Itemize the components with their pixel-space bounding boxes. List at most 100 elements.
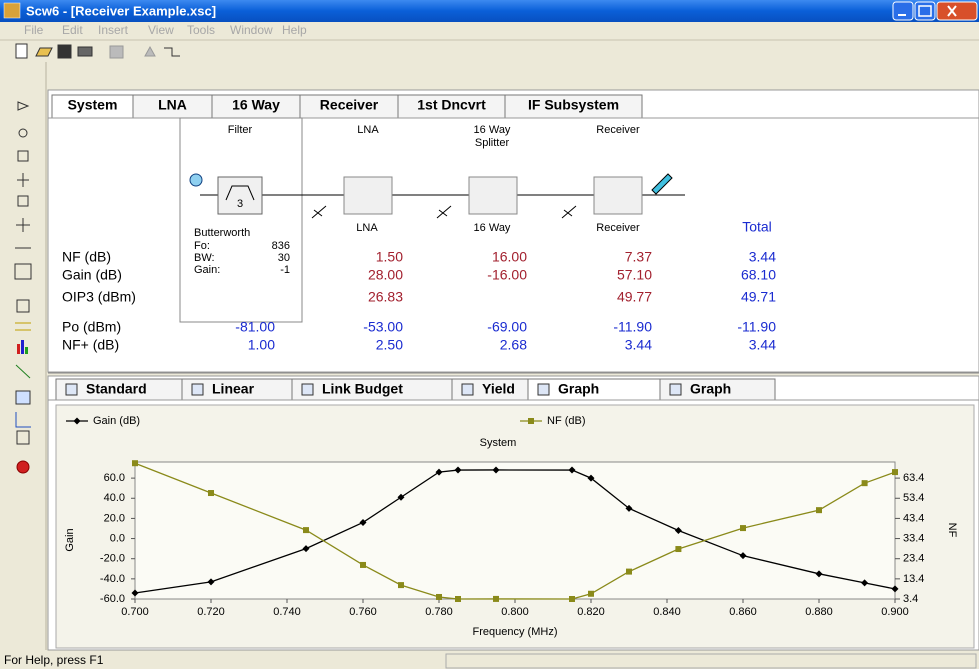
point xyxy=(816,507,822,513)
tab-icon xyxy=(670,384,681,395)
tab-label: System xyxy=(68,97,118,113)
minimize-button[interactable] xyxy=(893,2,913,20)
new-button[interactable] xyxy=(16,44,27,58)
tab-icon xyxy=(302,384,313,395)
cell: 1.00 xyxy=(248,337,275,353)
tab-label: Receiver xyxy=(320,97,379,113)
x-tick-label: 0.900 xyxy=(881,606,909,618)
tool-icon[interactable] xyxy=(16,391,30,404)
save-button[interactable] xyxy=(58,45,71,58)
tab-label: IF Subsystem xyxy=(528,97,619,113)
point xyxy=(208,490,214,496)
x-tick-label: 0.840 xyxy=(653,606,681,618)
row-label: Po (dBm) xyxy=(62,319,121,335)
window-title: Scw6 - [Receiver Example.xsc] xyxy=(26,3,216,18)
cell: -11.90 xyxy=(613,319,652,335)
point xyxy=(303,527,309,533)
menu-item[interactable]: Help xyxy=(282,23,307,37)
cell: 2.68 xyxy=(500,337,527,353)
y2-tick-label: 33.4 xyxy=(903,532,924,544)
app-icon xyxy=(4,3,20,18)
cell: 16.00 xyxy=(492,249,527,265)
source-icon[interactable] xyxy=(190,174,202,186)
tool-icon[interactable] xyxy=(17,344,20,354)
plot-frame xyxy=(135,462,895,599)
row-label: OIP3 (dBm) xyxy=(62,289,136,305)
x-axis-label: Frequency (MHz) xyxy=(473,626,558,638)
block-label: Total xyxy=(742,219,772,235)
print-button[interactable] xyxy=(78,47,92,56)
filter-param-name: Gain: xyxy=(194,264,220,276)
y2-tick-label: 13.4 xyxy=(903,573,924,585)
cell: 26.83 xyxy=(368,289,403,305)
cell: -11.90 xyxy=(737,319,776,335)
block-header: 16 Way xyxy=(474,124,511,136)
menu-item[interactable]: Window xyxy=(230,23,273,37)
menu-item[interactable]: Insert xyxy=(98,23,129,37)
filter-type: Butterworth xyxy=(194,227,250,239)
filter-param-value: -1 xyxy=(280,264,290,276)
block-label: 16 Way xyxy=(474,222,511,234)
row-label: Gain (dB) xyxy=(62,267,122,283)
receiver-block[interactable] xyxy=(594,177,642,214)
filter-param-name: Fo: xyxy=(194,240,210,252)
y-tick-label: 40.0 xyxy=(104,492,125,504)
menu-item[interactable]: Tools xyxy=(187,23,215,37)
tab-label: Link Budget xyxy=(322,381,403,397)
splitter-block[interactable] xyxy=(469,177,517,214)
menu-item[interactable]: File xyxy=(24,23,44,37)
y2-tick-label: 23.4 xyxy=(903,553,924,565)
y-tick-label: 60.0 xyxy=(104,472,125,484)
filter-order: 3 xyxy=(237,198,243,210)
tab-label: LNA xyxy=(158,97,187,113)
tab-label: Graph xyxy=(690,381,731,397)
cell: 28.00 xyxy=(368,267,403,283)
y2-tick-label: 43.4 xyxy=(903,512,924,524)
block-label: LNA xyxy=(356,222,378,234)
menu-item[interactable]: Edit xyxy=(62,23,83,37)
y-tick-label: -60.0 xyxy=(100,593,125,605)
block-header: Receiver xyxy=(596,124,640,136)
point xyxy=(436,594,442,600)
y-axis-label: Gain xyxy=(64,528,76,551)
tool-icon[interactable] xyxy=(17,461,29,473)
filter-param-value: 836 xyxy=(272,240,290,252)
cell: 3.44 xyxy=(749,337,776,353)
point xyxy=(626,569,632,575)
x-tick-label: 0.800 xyxy=(501,606,529,618)
x-tick-label: 0.720 xyxy=(197,606,225,618)
cell: 68.10 xyxy=(741,267,776,283)
y-tick-label: 20.0 xyxy=(104,512,125,524)
tab-label: 1st Dncvrt xyxy=(417,97,486,113)
filter-box[interactable] xyxy=(180,118,302,322)
cell: 49.77 xyxy=(617,289,652,305)
block-header: LNA xyxy=(357,124,379,136)
close-button[interactable] xyxy=(937,2,977,20)
point xyxy=(569,596,575,602)
cell: 2.50 xyxy=(376,337,403,353)
y2-tick-label: 3.4 xyxy=(903,593,918,605)
y-tick-label: -40.0 xyxy=(100,573,125,585)
y2-axis-label: NF xyxy=(946,523,958,538)
paste-button[interactable] xyxy=(110,46,123,58)
point xyxy=(493,596,499,602)
block-header: Filter xyxy=(228,124,253,136)
x-tick-label: 0.760 xyxy=(349,606,377,618)
maximize-button[interactable] xyxy=(915,2,935,20)
cell: 57.10 xyxy=(617,267,652,283)
lna-block[interactable] xyxy=(344,177,392,214)
status-bar xyxy=(0,652,979,669)
tab-label: Standard xyxy=(86,381,147,397)
tool-icon[interactable] xyxy=(21,340,24,354)
tab-label: 16 Way xyxy=(232,97,280,113)
status-text: For Help, press F1 xyxy=(4,653,104,667)
menu-item[interactable]: View xyxy=(148,23,174,37)
cell: -69.00 xyxy=(487,319,527,335)
cell: 49.71 xyxy=(741,289,776,305)
cell: 3.44 xyxy=(625,337,652,353)
tool-icon[interactable] xyxy=(25,347,28,354)
cell: 1.50 xyxy=(376,249,403,265)
cell: 3.44 xyxy=(749,249,776,265)
app-window: Scw6 - [Receiver Example.xsc] File Edit In… xyxy=(0,0,979,669)
point xyxy=(398,582,404,588)
